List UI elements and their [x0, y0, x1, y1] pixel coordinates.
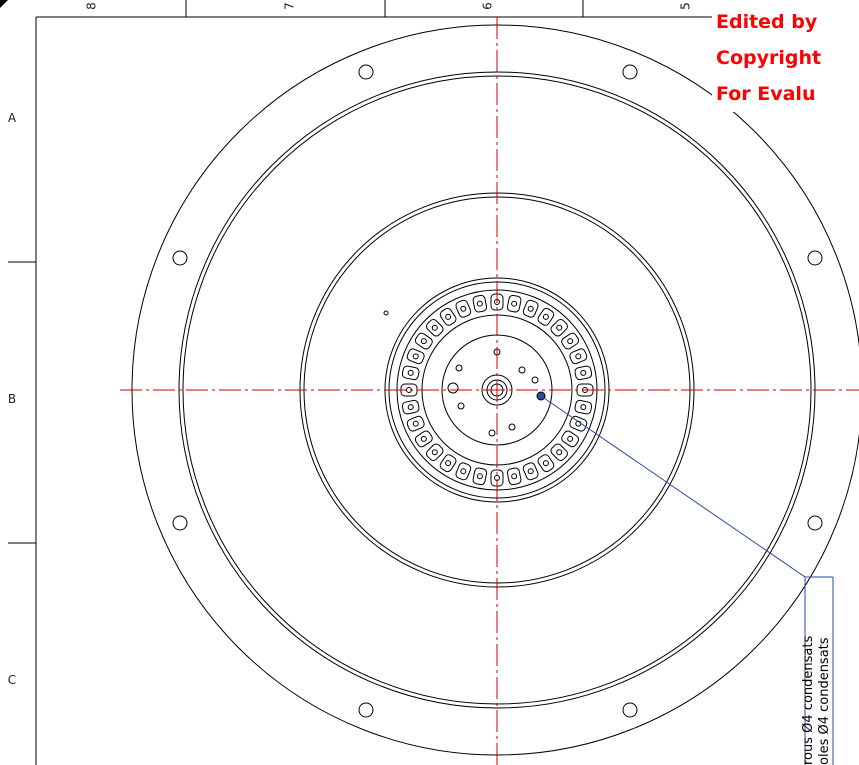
pocket-hole	[543, 314, 548, 319]
bolt-hole	[623, 703, 637, 717]
pocket-hole	[432, 325, 437, 330]
pocket-hole	[408, 370, 413, 375]
pocket-hole	[512, 301, 517, 306]
pocket-hole	[528, 469, 533, 474]
note: oles Ø4 condensats	[817, 637, 832, 765]
hole	[384, 311, 388, 315]
pocket	[507, 295, 522, 313]
pocket-hole	[446, 461, 451, 466]
bolt-hole	[808, 251, 822, 265]
pocket	[439, 453, 458, 473]
bolt-hole	[359, 65, 373, 79]
drawing: 8 7 6 5 A B C rous Ø4 condensats oles Ø4…	[0, 0, 859, 765]
bolt-hole	[623, 65, 637, 79]
pocket-hole	[543, 461, 548, 466]
bolt-hole	[173, 516, 187, 530]
plate-hole	[489, 430, 495, 436]
column-label: 5	[679, 2, 693, 10]
pocket	[406, 348, 425, 365]
pocket-hole	[557, 450, 562, 455]
plate-hole	[519, 367, 525, 373]
corner	[0, 0, 8, 8]
pocket	[574, 365, 592, 380]
plate-hole	[532, 377, 538, 383]
pocket	[425, 318, 445, 338]
pocket-hole	[413, 354, 418, 359]
pocket-hole	[581, 370, 586, 375]
pocket	[569, 415, 588, 432]
pocket	[439, 307, 458, 327]
pocket-hole	[576, 354, 581, 359]
pocket-hole	[408, 405, 413, 410]
pocket	[402, 365, 420, 380]
pocket	[549, 318, 569, 338]
pocket-hole	[446, 314, 451, 319]
column-label: 6	[481, 2, 495, 10]
pocket-hole	[461, 469, 466, 474]
pocket	[402, 400, 420, 415]
pocket	[522, 462, 539, 481]
pocket	[522, 299, 539, 318]
pocket-hole	[477, 301, 482, 306]
pocket-hole	[421, 339, 426, 344]
pocket	[455, 299, 472, 318]
pocket-hole	[413, 421, 418, 426]
pocket-hole	[528, 306, 533, 311]
pocket	[414, 429, 434, 448]
pocket	[414, 332, 434, 351]
watermark: Copyright	[716, 47, 821, 69]
pocket-hole	[568, 339, 573, 344]
pocket	[472, 467, 487, 485]
pocket-hole	[557, 325, 562, 330]
pocket-hole	[432, 450, 437, 455]
note: rous Ø4 condensats	[801, 636, 816, 765]
pocket	[507, 467, 522, 485]
plate-hole	[456, 365, 462, 371]
bolt-hole	[173, 251, 187, 265]
pocket-hole	[512, 474, 517, 479]
pocket	[574, 400, 592, 415]
row-label: B	[8, 392, 16, 406]
pocket	[560, 332, 580, 351]
pocket	[455, 462, 472, 481]
pocket	[425, 442, 445, 462]
pocket	[406, 415, 425, 432]
row-label: A	[8, 111, 17, 125]
pocket	[536, 307, 555, 327]
watermark: For Evalu	[716, 83, 815, 105]
pocket-hole	[421, 436, 426, 441]
plate-hole	[458, 403, 464, 409]
bolt-hole	[808, 516, 822, 530]
pocket	[472, 295, 487, 313]
pocket	[536, 453, 555, 473]
pocket	[569, 348, 588, 365]
pocket-hole	[477, 474, 482, 479]
bolt-hole	[359, 703, 373, 717]
plate-hole	[509, 424, 515, 430]
pocket	[549, 442, 569, 462]
row-label: C	[8, 673, 16, 687]
pocket-hole	[581, 405, 586, 410]
column-label: 8	[85, 2, 99, 10]
watermark: Edited by	[716, 11, 818, 33]
pocket	[560, 429, 580, 448]
column-label: 7	[283, 2, 297, 10]
hole	[448, 383, 458, 393]
pocket-hole	[461, 306, 466, 311]
pocket-hole	[568, 436, 573, 441]
